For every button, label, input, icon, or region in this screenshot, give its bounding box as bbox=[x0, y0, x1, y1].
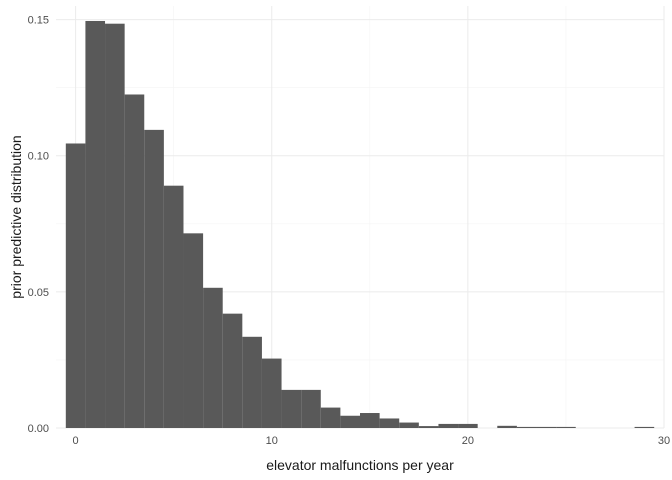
histogram-bar bbox=[85, 20, 106, 429]
histogram-bar bbox=[458, 423, 478, 428]
x-tick-label: 20 bbox=[462, 435, 474, 447]
histogram-bar bbox=[301, 389, 321, 428]
y-tick-label: 0.05 bbox=[28, 287, 49, 299]
histogram-bar bbox=[399, 422, 419, 428]
histogram-bar bbox=[242, 336, 262, 428]
histogram-bar bbox=[183, 233, 204, 428]
histogram-bar bbox=[418, 426, 439, 428]
histogram-bars bbox=[65, 20, 655, 429]
histogram-bar bbox=[556, 426, 576, 428]
histogram-bar bbox=[281, 389, 302, 428]
x-axis-ticks: 0 10 20 30 bbox=[73, 435, 671, 447]
y-tick-label: 0.15 bbox=[28, 15, 49, 27]
histogram-bar bbox=[516, 426, 537, 428]
histogram-bar bbox=[163, 185, 184, 428]
histogram-bar bbox=[320, 407, 341, 428]
histogram-bar bbox=[497, 425, 517, 428]
histogram-bar bbox=[340, 415, 360, 428]
histogram-bar bbox=[105, 23, 125, 428]
x-tick-label: 30 bbox=[658, 435, 670, 447]
y-tick-label: 0.10 bbox=[28, 151, 49, 163]
histogram-bar bbox=[379, 418, 400, 428]
histogram-bar bbox=[65, 143, 86, 428]
histogram-bar bbox=[536, 426, 557, 428]
y-axis-ticks: 0.00 0.05 0.10 0.15 bbox=[28, 15, 49, 435]
x-tick-label: 10 bbox=[266, 435, 278, 447]
histogram-bar bbox=[261, 358, 282, 428]
histogram-bar bbox=[222, 313, 243, 428]
x-tick-label: 0 bbox=[73, 435, 79, 447]
histogram-bar bbox=[203, 287, 223, 428]
y-tick-label: 0.00 bbox=[28, 423, 49, 435]
histogram-bar bbox=[124, 94, 145, 428]
histogram-bar bbox=[360, 413, 380, 428]
x-axis-title: elevator malfunctions per year bbox=[266, 457, 454, 473]
histogram-bar bbox=[438, 423, 459, 428]
y-axis-title: prior predictive distribution bbox=[8, 135, 24, 298]
histogram-bar bbox=[634, 426, 655, 428]
histogram-bar bbox=[144, 129, 164, 428]
